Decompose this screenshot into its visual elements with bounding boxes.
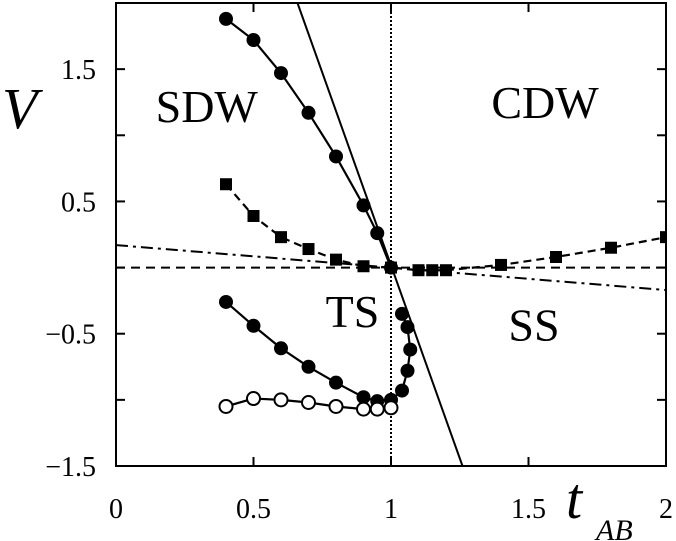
data-point-s1-7 <box>370 226 385 241</box>
data-point-s3-6 <box>356 390 371 405</box>
y-tick-label: 1.5 <box>61 55 96 86</box>
data-point-s2-6 <box>357 260 370 273</box>
data-point-s3-11 <box>403 342 418 357</box>
y-tick-label: 0.5 <box>61 187 96 218</box>
data-point-s2-2 <box>247 209 260 222</box>
x-tick-label: 0.5 <box>236 494 271 525</box>
data-point-s2-9 <box>426 264 439 277</box>
region-label-sdw: SDW <box>156 81 259 132</box>
data-point-s4-6 <box>356 401 371 417</box>
data-point-s4-5 <box>328 398 344 414</box>
region-label-ss: SS <box>508 299 559 350</box>
axis-ticks <box>115 2 667 467</box>
data-point-s4-4 <box>301 395 316 411</box>
data-point-s4-8 <box>383 400 399 416</box>
data-point-s3-1 <box>219 294 233 309</box>
y-axis-label: V <box>2 76 44 141</box>
data-point-s1-5 <box>329 149 343 164</box>
data-point-s2-13 <box>605 241 617 254</box>
series-line-1 <box>225 18 393 268</box>
data-point-s2-10 <box>440 264 452 277</box>
data-series <box>218 11 666 417</box>
data-point-s3-9 <box>395 383 409 398</box>
data-point-s3-10 <box>400 363 415 378</box>
data-point-s1-6 <box>356 198 371 213</box>
data-point-s2-8 <box>412 264 425 277</box>
data-point-s3-13 <box>395 306 409 321</box>
series-line-3 <box>225 301 412 403</box>
series-line-2 <box>225 183 666 272</box>
data-point-s2-14 <box>660 231 666 244</box>
x-tick-label: 2 <box>659 494 673 525</box>
data-point-s1-4 <box>301 105 316 120</box>
region-label-ts: TS <box>326 286 380 337</box>
x-tick-label: 0 <box>109 494 123 525</box>
data-point-s2-3 <box>275 231 287 244</box>
data-point-s2-7 <box>385 261 397 274</box>
data-point-s1-1 <box>219 11 233 26</box>
data-point-s1-3 <box>274 66 288 81</box>
data-point-s3-4 <box>301 359 316 374</box>
x-tick-label: 1.5 <box>511 494 546 525</box>
data-point-s2-1 <box>220 178 232 191</box>
data-point-s3-3 <box>274 341 288 356</box>
data-point-s4-3 <box>273 392 289 408</box>
data-point-s1-2 <box>246 33 261 48</box>
x-tick-label: 1 <box>384 494 398 525</box>
data-point-s2-11 <box>495 258 507 271</box>
x-axis-label: t <box>566 466 584 531</box>
data-point-s4-7 <box>369 401 385 417</box>
tick-labels: 0 0.5 1 1.5 2 −1.5 −0.5 0.5 1.5 <box>45 55 673 525</box>
y-tick-label: −0.5 <box>45 320 96 351</box>
data-point-s3-12 <box>400 320 415 335</box>
data-point-s3-5 <box>329 375 343 390</box>
data-point-s2-5 <box>330 253 342 266</box>
data-point-s2-4 <box>302 243 315 256</box>
data-point-s2-12 <box>550 250 562 263</box>
phase-region-labels: SDW CDW TS SS <box>156 77 600 350</box>
data-point-s4-1 <box>218 398 234 414</box>
x-axis-label-subscript: AB <box>594 514 633 541</box>
y-tick-label: −1.5 <box>45 452 96 483</box>
data-point-s4-2 <box>246 391 261 407</box>
region-label-cdw: CDW <box>491 77 599 128</box>
data-point-s3-2 <box>246 318 261 333</box>
